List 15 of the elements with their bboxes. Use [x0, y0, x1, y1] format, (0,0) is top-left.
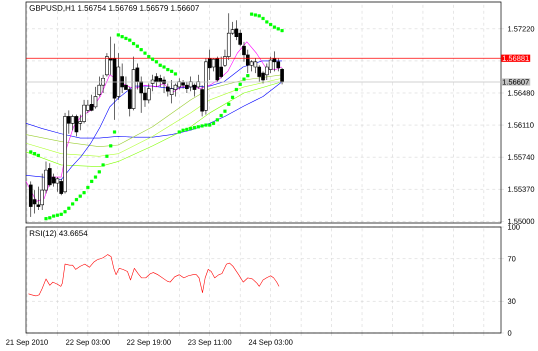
candlestick [265, 63, 269, 80]
candlestick [28, 181, 33, 218]
candlestick [170, 80, 174, 104]
candlestick [185, 81, 189, 94]
candlestick [74, 114, 78, 137]
candlestick [146, 83, 151, 104]
candlestick [56, 176, 60, 192]
candlestick [154, 72, 158, 88]
candlestick [272, 51, 276, 72]
candlestick [36, 186, 40, 210]
candlestick [70, 114, 74, 131]
candlestick [139, 76, 144, 114]
candlestick [120, 63, 124, 94]
candlestick [257, 64, 262, 82]
candlestick [216, 56, 220, 82]
